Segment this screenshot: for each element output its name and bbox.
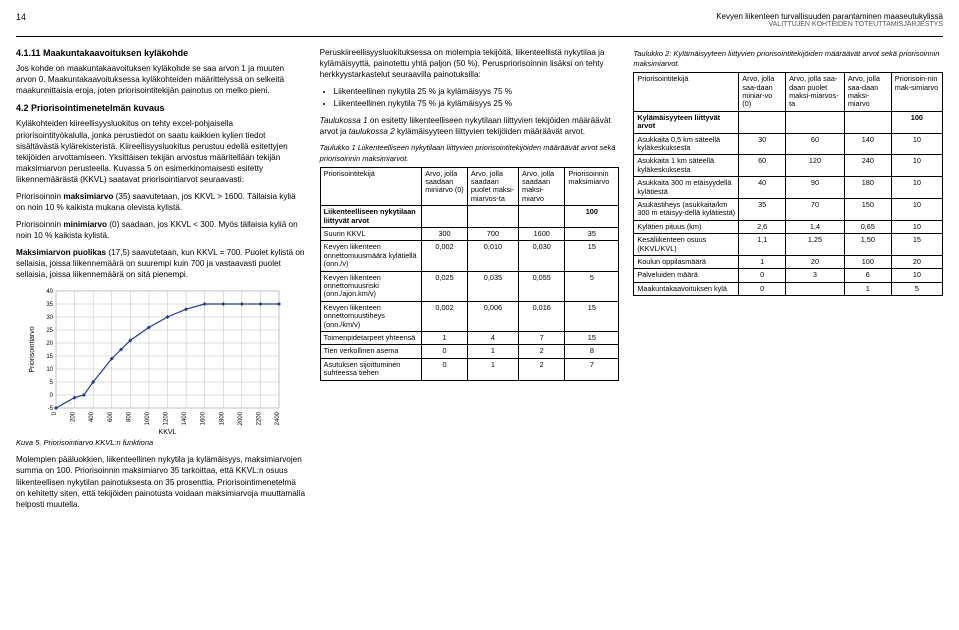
svg-text:35: 35 — [46, 302, 53, 308]
table1-caption: Taulukko 1 Liikenteelliseen nykytilaan l… — [320, 143, 620, 163]
text-bold: maksimiarvo — [63, 192, 113, 201]
svg-text:0: 0 — [50, 393, 54, 399]
text: Priorisoinnin — [16, 192, 63, 201]
para: Maksimiarvon puolikas (17,5) saavutetaan… — [16, 247, 306, 280]
svg-text:1600: 1600 — [201, 412, 207, 426]
svg-text:2000: 2000 — [238, 412, 244, 426]
heading-4-1-11: 4.1.11 Maakuntakaavoituksen kyläkohde — [16, 47, 306, 59]
column-2: Peruskiireellisyysluokituksessa on molem… — [320, 47, 620, 516]
page-number: 14 — [16, 12, 26, 22]
chart-svg: -505101520253035400200400600800100012001… — [24, 286, 284, 436]
svg-text:10: 10 — [46, 367, 53, 373]
para: Jos kohde on maakuntakaavoituksen kyläko… — [16, 63, 306, 96]
chart-kkvl: -505101520253035400200400600800100012001… — [24, 286, 284, 436]
svg-text:400: 400 — [89, 412, 95, 423]
heading-4-2: 4.2 Priorisointimenetelmän kuvaus — [16, 102, 306, 114]
text-bold: minimiarvo — [63, 220, 107, 229]
para: Peruskiireellisyysluokituksessa on molem… — [320, 47, 620, 80]
page-header: 14 Kevyen liikenteen turvallisuuden para… — [16, 12, 943, 28]
column-1: 4.1.11 Maakuntakaavoituksen kyläkohde Jo… — [16, 47, 306, 516]
svg-text:2200: 2200 — [256, 412, 262, 426]
text-bold: Maksimiarvon puolikas — [16, 248, 106, 257]
svg-text:30: 30 — [46, 315, 53, 321]
text: Priorisoinnin — [16, 220, 63, 229]
svg-text:200: 200 — [71, 412, 77, 423]
figure-caption: Kuva 5. Priorisointiarvo KKVL:n funktion… — [16, 438, 306, 448]
columns: 4.1.11 Maakuntakaavoituksen kyläkohde Jo… — [16, 47, 943, 516]
column-3: Taulukko 2: Kylämäisyyteen liittyvien pr… — [633, 47, 943, 516]
para: Molempien pääluokkien, liikenteellinen n… — [16, 454, 306, 509]
header-title: Kevyen liikenteen turvallisuuden paranta… — [716, 12, 943, 21]
svg-text:40: 40 — [46, 289, 53, 295]
para: Priorisoinnin maksimiarvo (35) saavuteta… — [16, 191, 306, 213]
bullet: Liikenteellinen nykytila 25 % ja kylämäi… — [334, 86, 620, 97]
header-subtitle: VALITTUJEN KOHTEIDEN TOTEUTTAMISJÄRJESTY… — [716, 21, 943, 28]
text-italic: taulukossa 2 — [349, 127, 395, 136]
svg-text:1000: 1000 — [145, 412, 151, 426]
svg-text:1400: 1400 — [182, 412, 188, 426]
svg-text:600: 600 — [108, 412, 114, 423]
table-2: PriorisointitekijäArvo, jolla saa-daan m… — [633, 72, 943, 296]
svg-text:1800: 1800 — [219, 412, 225, 426]
svg-text:800: 800 — [126, 412, 132, 423]
para: Taulukossa 1 on esitetty liikenteellisee… — [320, 115, 620, 137]
text: kylämäisyyteen liittyvien tekijöiden mää… — [395, 127, 585, 136]
bullet: Liikenteellinen nykytila 75 % ja kylämäi… — [334, 98, 620, 109]
para: Kyläkohteiden kiireellisyysluokitus on t… — [16, 118, 306, 184]
svg-text:1200: 1200 — [164, 412, 170, 426]
svg-text:15: 15 — [46, 354, 53, 360]
svg-text:Priorisointiarvo: Priorisointiarvo — [29, 327, 36, 373]
svg-text:-5: -5 — [48, 406, 54, 412]
bullets: Liikenteellinen nykytila 25 % ja kylämäi… — [334, 86, 620, 109]
svg-text:5: 5 — [50, 380, 54, 386]
table-1: PriorisointitekijäArvo, jolla saadaan mi… — [320, 167, 620, 381]
svg-text:20: 20 — [46, 341, 53, 347]
svg-text:2400: 2400 — [275, 412, 281, 426]
header-rule — [16, 36, 943, 37]
para: Priorisoinnin minimiarvo (0) saadaan, jo… — [16, 219, 306, 241]
table2-caption: Taulukko 2: Kylämäisyyteen liittyvien pr… — [633, 49, 943, 69]
header-right: Kevyen liikenteen turvallisuuden paranta… — [716, 12, 943, 28]
text-italic: Taulukossa 1 — [320, 116, 368, 125]
svg-text:25: 25 — [46, 328, 53, 334]
svg-text:KKVL: KKVL — [159, 429, 177, 436]
